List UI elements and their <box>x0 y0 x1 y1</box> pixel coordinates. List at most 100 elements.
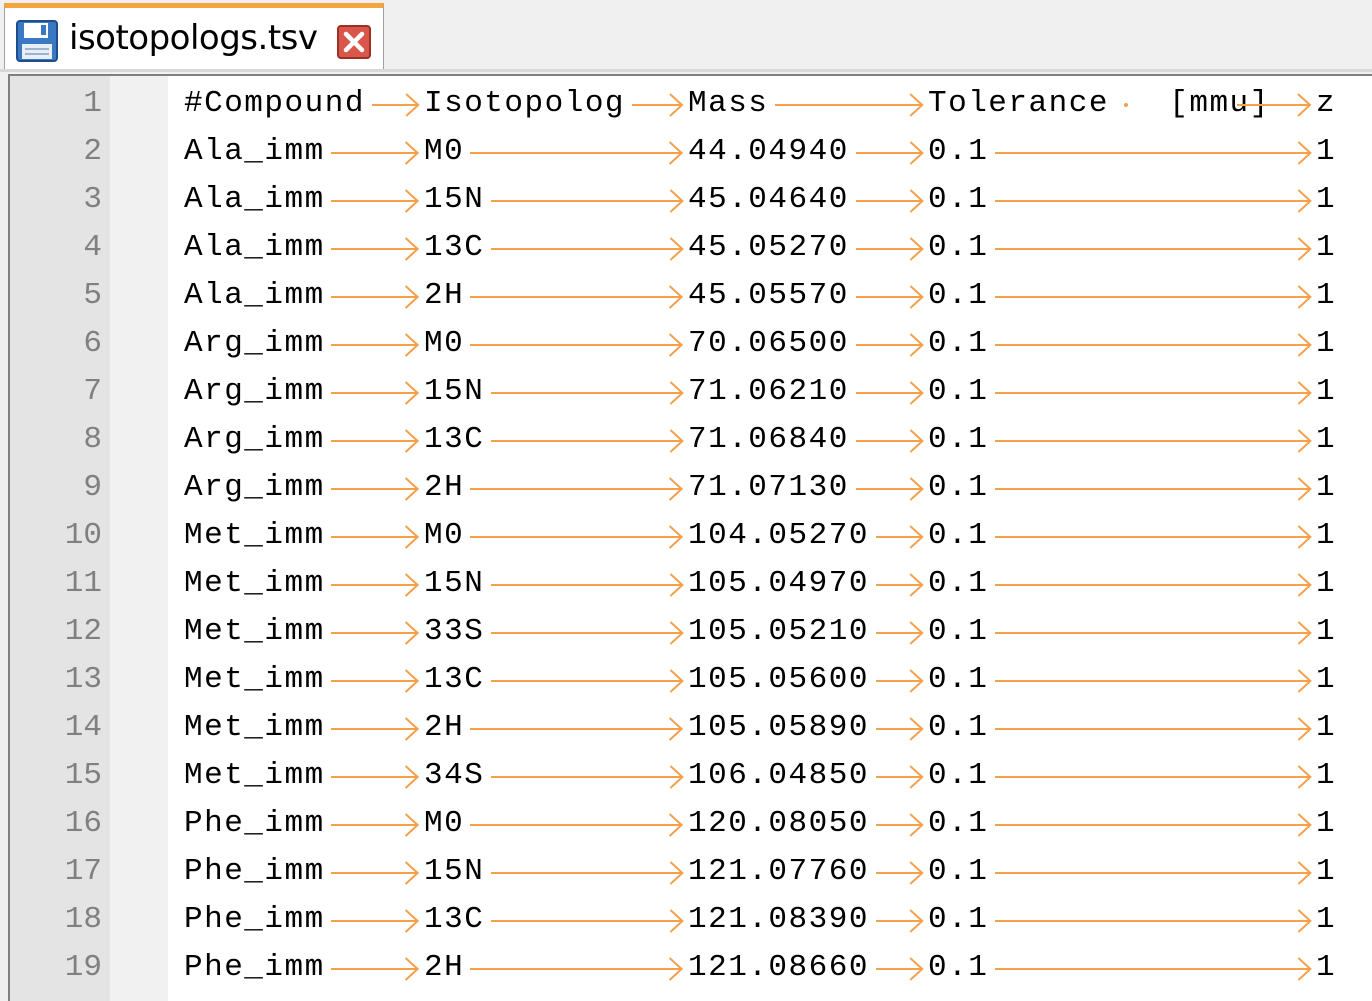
table-cell: 104.05270 <box>688 518 869 553</box>
table-cell: Met_imm <box>184 566 325 601</box>
table-cell: 13C <box>424 662 485 697</box>
tab-isotopologs[interactable]: isotopologs.tsv <box>4 3 384 69</box>
tab-marker-arrow <box>331 333 420 357</box>
table-cell: 33S <box>424 614 485 649</box>
table-cell: 1 <box>1316 854 1337 889</box>
close-icon[interactable] <box>337 25 371 59</box>
table-cell: 13C <box>424 902 485 937</box>
table-cell: 105.04970 <box>688 566 869 601</box>
table-cell: 0.1 <box>928 950 989 985</box>
tab-marker-arrow <box>470 285 684 309</box>
tab-marker-arrow <box>994 909 1312 933</box>
tab-marker-arrow <box>331 285 420 309</box>
header-cell: Mass <box>688 86 769 121</box>
tab-marker-arrow <box>855 237 924 261</box>
tab-marker-arrow <box>994 669 1312 693</box>
table-cell: 121.08390 <box>688 902 869 937</box>
table-cell: Met_imm <box>184 662 325 697</box>
table-cell: 121.08660 <box>688 950 869 985</box>
tab-marker-arrow <box>994 525 1312 549</box>
table-cell: Met_imm <box>184 710 325 745</box>
table-cell: 15N <box>424 854 485 889</box>
tab-marker-arrow <box>331 957 420 981</box>
tab-marker-arrow <box>470 525 684 549</box>
tab-marker-arrow <box>490 189 684 213</box>
table-cell: 2H <box>424 278 465 313</box>
line-number: 11 <box>64 566 102 601</box>
tab-marker-arrow <box>875 813 924 837</box>
table-cell: 0.1 <box>928 902 989 937</box>
table-cell: 71.06840 <box>688 422 849 457</box>
tab-bar: isotopologs.tsv <box>0 0 1372 72</box>
table-cell: 120.08050 <box>688 806 869 841</box>
table-cell: 1 <box>1316 326 1337 361</box>
line-number: 5 <box>83 278 102 313</box>
line-number: 6 <box>83 326 102 361</box>
line-number: 18 <box>64 902 102 937</box>
table-cell: 1 <box>1316 806 1337 841</box>
table-cell: 121.07760 <box>688 854 869 889</box>
table-cell: Arg_imm <box>184 422 325 457</box>
table-cell: 0.1 <box>928 758 989 793</box>
line-number: 15 <box>64 758 102 793</box>
line-number: 19 <box>64 950 102 985</box>
table-cell: 1 <box>1316 230 1337 265</box>
tab-marker-arrow <box>490 573 684 597</box>
table-cell: Met_imm <box>184 614 325 649</box>
table-cell: 71.06210 <box>688 374 849 409</box>
table-cell: M0 <box>424 326 465 361</box>
table-cell: 15N <box>424 182 485 217</box>
table-cell: Met_imm <box>184 758 325 793</box>
tab-filename: isotopologs.tsv <box>69 18 318 58</box>
table-cell: 1 <box>1316 422 1337 457</box>
line-number: 9 <box>83 470 102 505</box>
tab-marker-arrow <box>331 573 420 597</box>
line-number: 10 <box>64 518 102 553</box>
table-cell: 0.1 <box>928 182 989 217</box>
tab-marker-arrow <box>490 237 684 261</box>
tab-marker-arrow <box>855 333 924 357</box>
tab-marker-arrow <box>331 621 420 645</box>
table-cell: 13C <box>424 230 485 265</box>
tab-bar-border <box>0 69 1372 72</box>
tab-marker-arrow <box>331 909 420 933</box>
tab-marker-arrow <box>470 333 684 357</box>
tab-marker-arrow <box>994 285 1312 309</box>
tab-marker-arrow <box>994 813 1312 837</box>
tab-marker-arrow <box>331 381 420 405</box>
line-number: 16 <box>64 806 102 841</box>
tab-marker-arrow <box>855 189 924 213</box>
tab-marker-arrow <box>875 669 924 693</box>
tab-marker-arrow <box>994 477 1312 501</box>
tab-marker-arrow <box>490 429 684 453</box>
table-cell: 2H <box>424 710 465 745</box>
table-cell: Ala_imm <box>184 182 325 217</box>
text-editor[interactable]: 1 #Compound Isotopolog Mass Tolerance [mmu] z… <box>8 74 1372 1001</box>
tab-marker-arrow <box>855 141 924 165</box>
table-cell: 1 <box>1316 134 1337 169</box>
tab-marker-arrow <box>855 429 924 453</box>
table-cell: 0.1 <box>928 422 989 457</box>
table-cell: 71.07130 <box>688 470 849 505</box>
table-cell: 0.1 <box>928 854 989 889</box>
table-cell: Ala_imm <box>184 134 325 169</box>
tab-marker-arrow <box>1237 93 1312 117</box>
table-cell: M0 <box>424 134 465 169</box>
tab-marker-arrow <box>331 477 420 501</box>
table-cell: 0.1 <box>928 662 989 697</box>
tab-marker-arrow <box>331 525 420 549</box>
fold-margin <box>110 76 168 1001</box>
table-cell: 1 <box>1316 374 1337 409</box>
tab-marker-arrow <box>490 861 684 885</box>
tab-marker-arrow <box>331 669 420 693</box>
tab-marker-arrow <box>331 861 420 885</box>
table-cell: Arg_imm <box>184 470 325 505</box>
tab-marker-arrow <box>875 717 924 741</box>
table-cell: 0.1 <box>928 278 989 313</box>
table-cell: 105.05890 <box>688 710 869 745</box>
tab-marker-arrow <box>994 621 1312 645</box>
table-cell: 0.1 <box>928 470 989 505</box>
tab-marker-arrow <box>331 141 420 165</box>
tab-marker-arrow <box>994 573 1312 597</box>
table-cell: 1 <box>1316 182 1337 217</box>
